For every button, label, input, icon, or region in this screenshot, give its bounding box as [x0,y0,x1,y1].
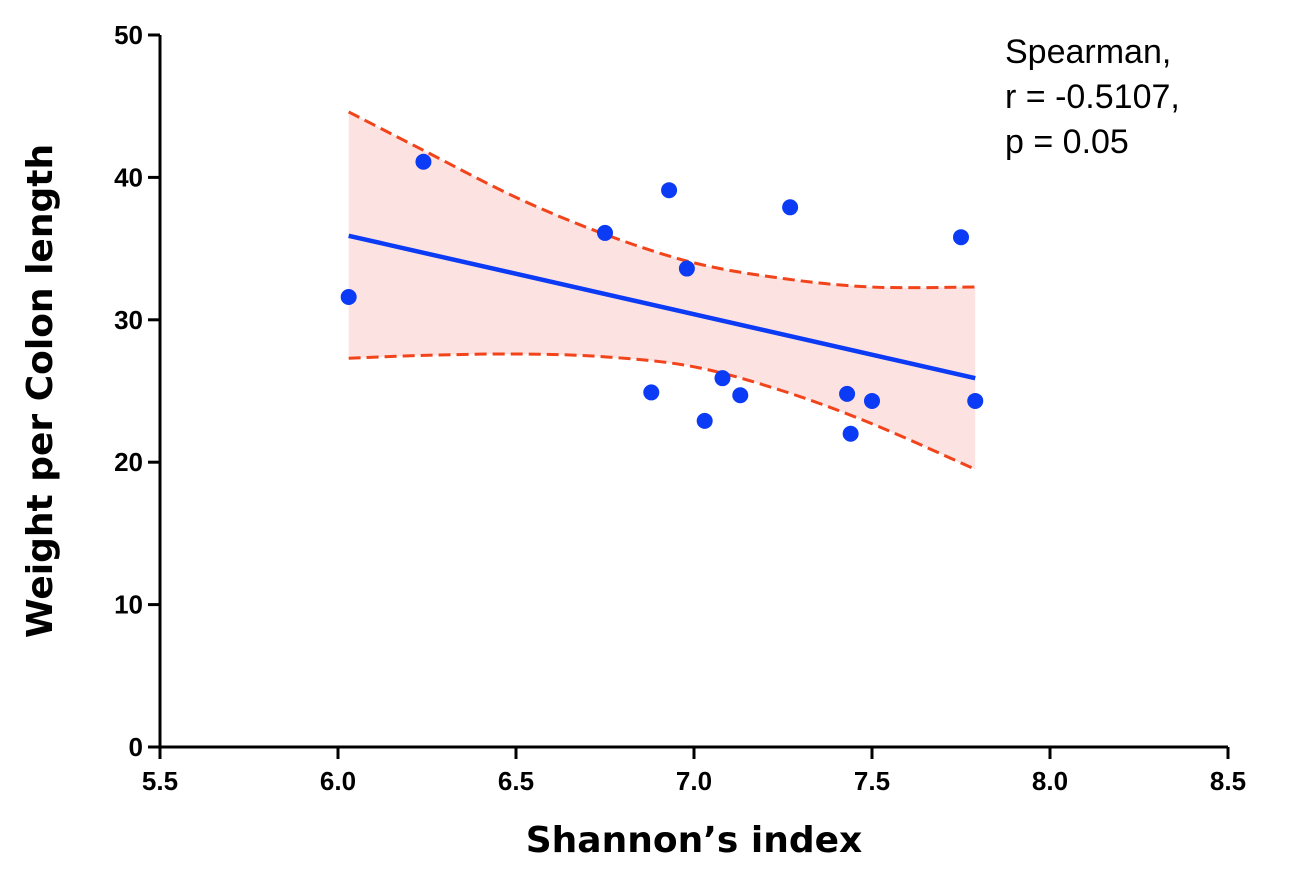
confidence-band-layer [347,110,976,471]
upper-confidence-line [347,110,976,290]
data-point [643,384,660,401]
data-point [839,385,856,402]
data-point [842,425,859,442]
y-axis-title: Weight per Colon length [20,144,61,638]
data-point [661,182,678,199]
data-point [732,387,749,404]
data-point [696,412,713,429]
data-point [415,153,432,170]
y-tick-label: 0 [129,732,143,762]
data-point [967,392,984,409]
x-tick-label: 6.5 [498,766,534,796]
data-points-layer [340,153,984,442]
y-tick-label: 20 [114,447,143,477]
x-tick-label: 7.0 [676,766,712,796]
annotation-line: Spearman, [1005,33,1171,71]
x-tick-label: 7.5 [854,766,890,796]
y-tick-label: 30 [114,305,143,335]
data-point [597,224,613,241]
y-tick-label: 40 [114,162,143,192]
data-point [340,289,357,306]
axes: 5.5 6.0 6.5 7.0 7.5 8.0 8.5 0 10 20 30 40 50 [114,20,1246,796]
data-point [953,229,969,246]
data-point [782,199,799,216]
x-axis-title: Shannon’s index [526,820,862,861]
data-point [678,260,695,277]
data-point [714,370,731,387]
annotation-line: r = -0.5107, [1005,78,1180,116]
regression-line [348,233,976,381]
lower-confidence-line [348,352,976,471]
x-tick-label: 6.0 [320,766,356,796]
x-tick-label: 5.5 [142,766,178,796]
x-tick-label: 8.5 [1210,766,1246,796]
y-tick-label: 50 [114,20,143,50]
spearman-annotation: Spearman, r = -0.5107, p = 0.05 [1005,33,1180,161]
data-point [864,392,880,409]
confidence-band-fill [348,111,976,470]
x-tick-label: 8.0 [1032,766,1068,796]
annotation-line: p = 0.05 [1005,123,1129,161]
regression-line-layer [348,233,976,381]
y-tick-label: 10 [114,590,143,620]
